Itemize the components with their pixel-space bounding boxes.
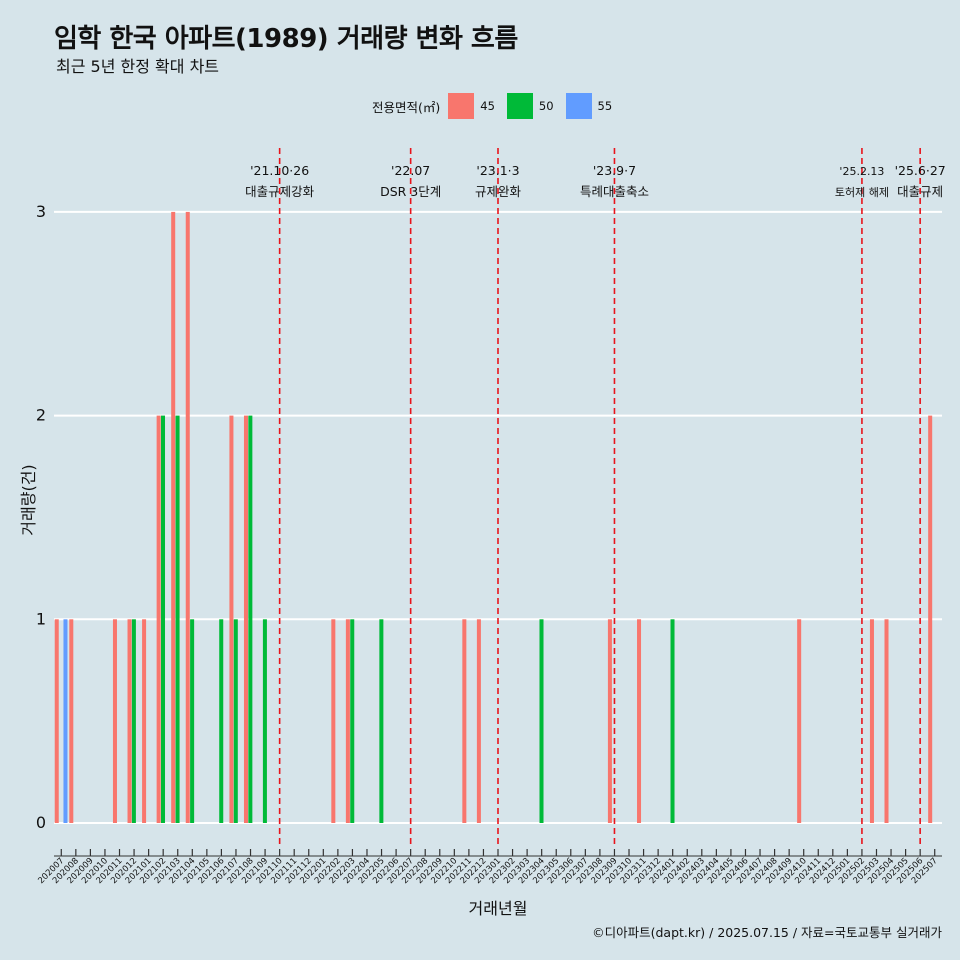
bar-50-202203 — [350, 619, 355, 823]
event-date-label: '25.2.13 — [839, 165, 884, 178]
bar-45-202202 — [331, 619, 336, 823]
bar-50-202401 — [670, 619, 675, 823]
y-tick-label: 3 — [36, 202, 46, 221]
bar-45-202410 — [797, 619, 802, 823]
y-tick-label: 2 — [36, 406, 46, 425]
bar-50-202109 — [262, 619, 267, 823]
x-axis-title: 거래년월 — [469, 899, 528, 918]
bar-50-202106 — [219, 619, 224, 823]
bar-45-202102 — [156, 415, 161, 823]
bar-50-202012 — [131, 619, 136, 823]
bar-50-202304 — [539, 619, 544, 823]
legend-swatch-55 — [565, 93, 592, 119]
legend-swatch-50 — [506, 93, 533, 119]
y-axis-title: 거래량(건) — [19, 464, 38, 535]
bar-45-202507 — [928, 415, 933, 823]
bar-45-202504 — [884, 619, 889, 823]
bar-50-202104 — [190, 619, 195, 823]
bar-45-202107 — [229, 415, 234, 823]
event-label: 대출규제 — [897, 184, 943, 199]
bar-45-202309 — [607, 619, 612, 823]
bar-50-202103 — [175, 415, 180, 823]
bar-45-202101 — [142, 619, 147, 823]
source-caption: ©디아파트(dapt.kr) / 2025.07.15 / 자료=국토교통부 실… — [592, 925, 942, 940]
event-label: 규제완화 — [475, 184, 522, 199]
event-label: 토허제 해제 — [835, 185, 889, 199]
y-tick-label: 0 — [36, 813, 46, 832]
legend-label-55: 55 — [597, 99, 613, 113]
legend-label-50: 50 — [538, 99, 554, 113]
bar-45-202311 — [637, 619, 642, 823]
bar-45-202108 — [243, 415, 248, 823]
bar-45-202012 — [127, 619, 132, 823]
bar-45-202212 — [476, 619, 481, 823]
bar-50-202108 — [248, 415, 253, 823]
event-date-label: '23.1·3 — [476, 163, 519, 178]
event-label: DSR 3단계 — [380, 184, 441, 199]
bar-45-202211 — [462, 619, 467, 823]
legend-label-45: 45 — [480, 99, 495, 113]
event-date-label: '25.6·27 — [895, 163, 946, 178]
bar-45-202007 — [54, 619, 59, 823]
legend-title: 전용면적(㎡) — [372, 99, 441, 115]
bar-45-202008 — [69, 619, 74, 823]
bar-45-202104 — [185, 211, 190, 823]
bar-50-202102 — [160, 415, 166, 823]
chart-title: 임학 한국 아파트(1989) 거래량 변화 흐름 — [54, 24, 518, 54]
bar-50-202107 — [233, 619, 238, 823]
bar-45-202011 — [112, 619, 117, 823]
legend-swatch-45 — [448, 93, 475, 119]
bar-55-202007 — [63, 619, 68, 823]
event-label: 대출규제강화 — [245, 184, 315, 199]
event-date-label: '21.10·26 — [250, 163, 309, 178]
bar-45-202203 — [345, 619, 350, 823]
bar-45-202103 — [171, 211, 176, 823]
y-tick-label: 1 — [36, 609, 46, 628]
bar-50-202205 — [379, 619, 384, 823]
event-date-label: '23.9·7 — [593, 163, 636, 178]
event-label: 특례대출축소 — [580, 184, 649, 199]
legend: 전용면적(㎡) 45 50 55 — [372, 93, 624, 119]
bar-45-202503 — [869, 619, 874, 823]
chart-subtitle: 최근 5년 한정 확대 차트 — [56, 57, 220, 76]
event-date-label: '22.07 — [391, 163, 430, 178]
